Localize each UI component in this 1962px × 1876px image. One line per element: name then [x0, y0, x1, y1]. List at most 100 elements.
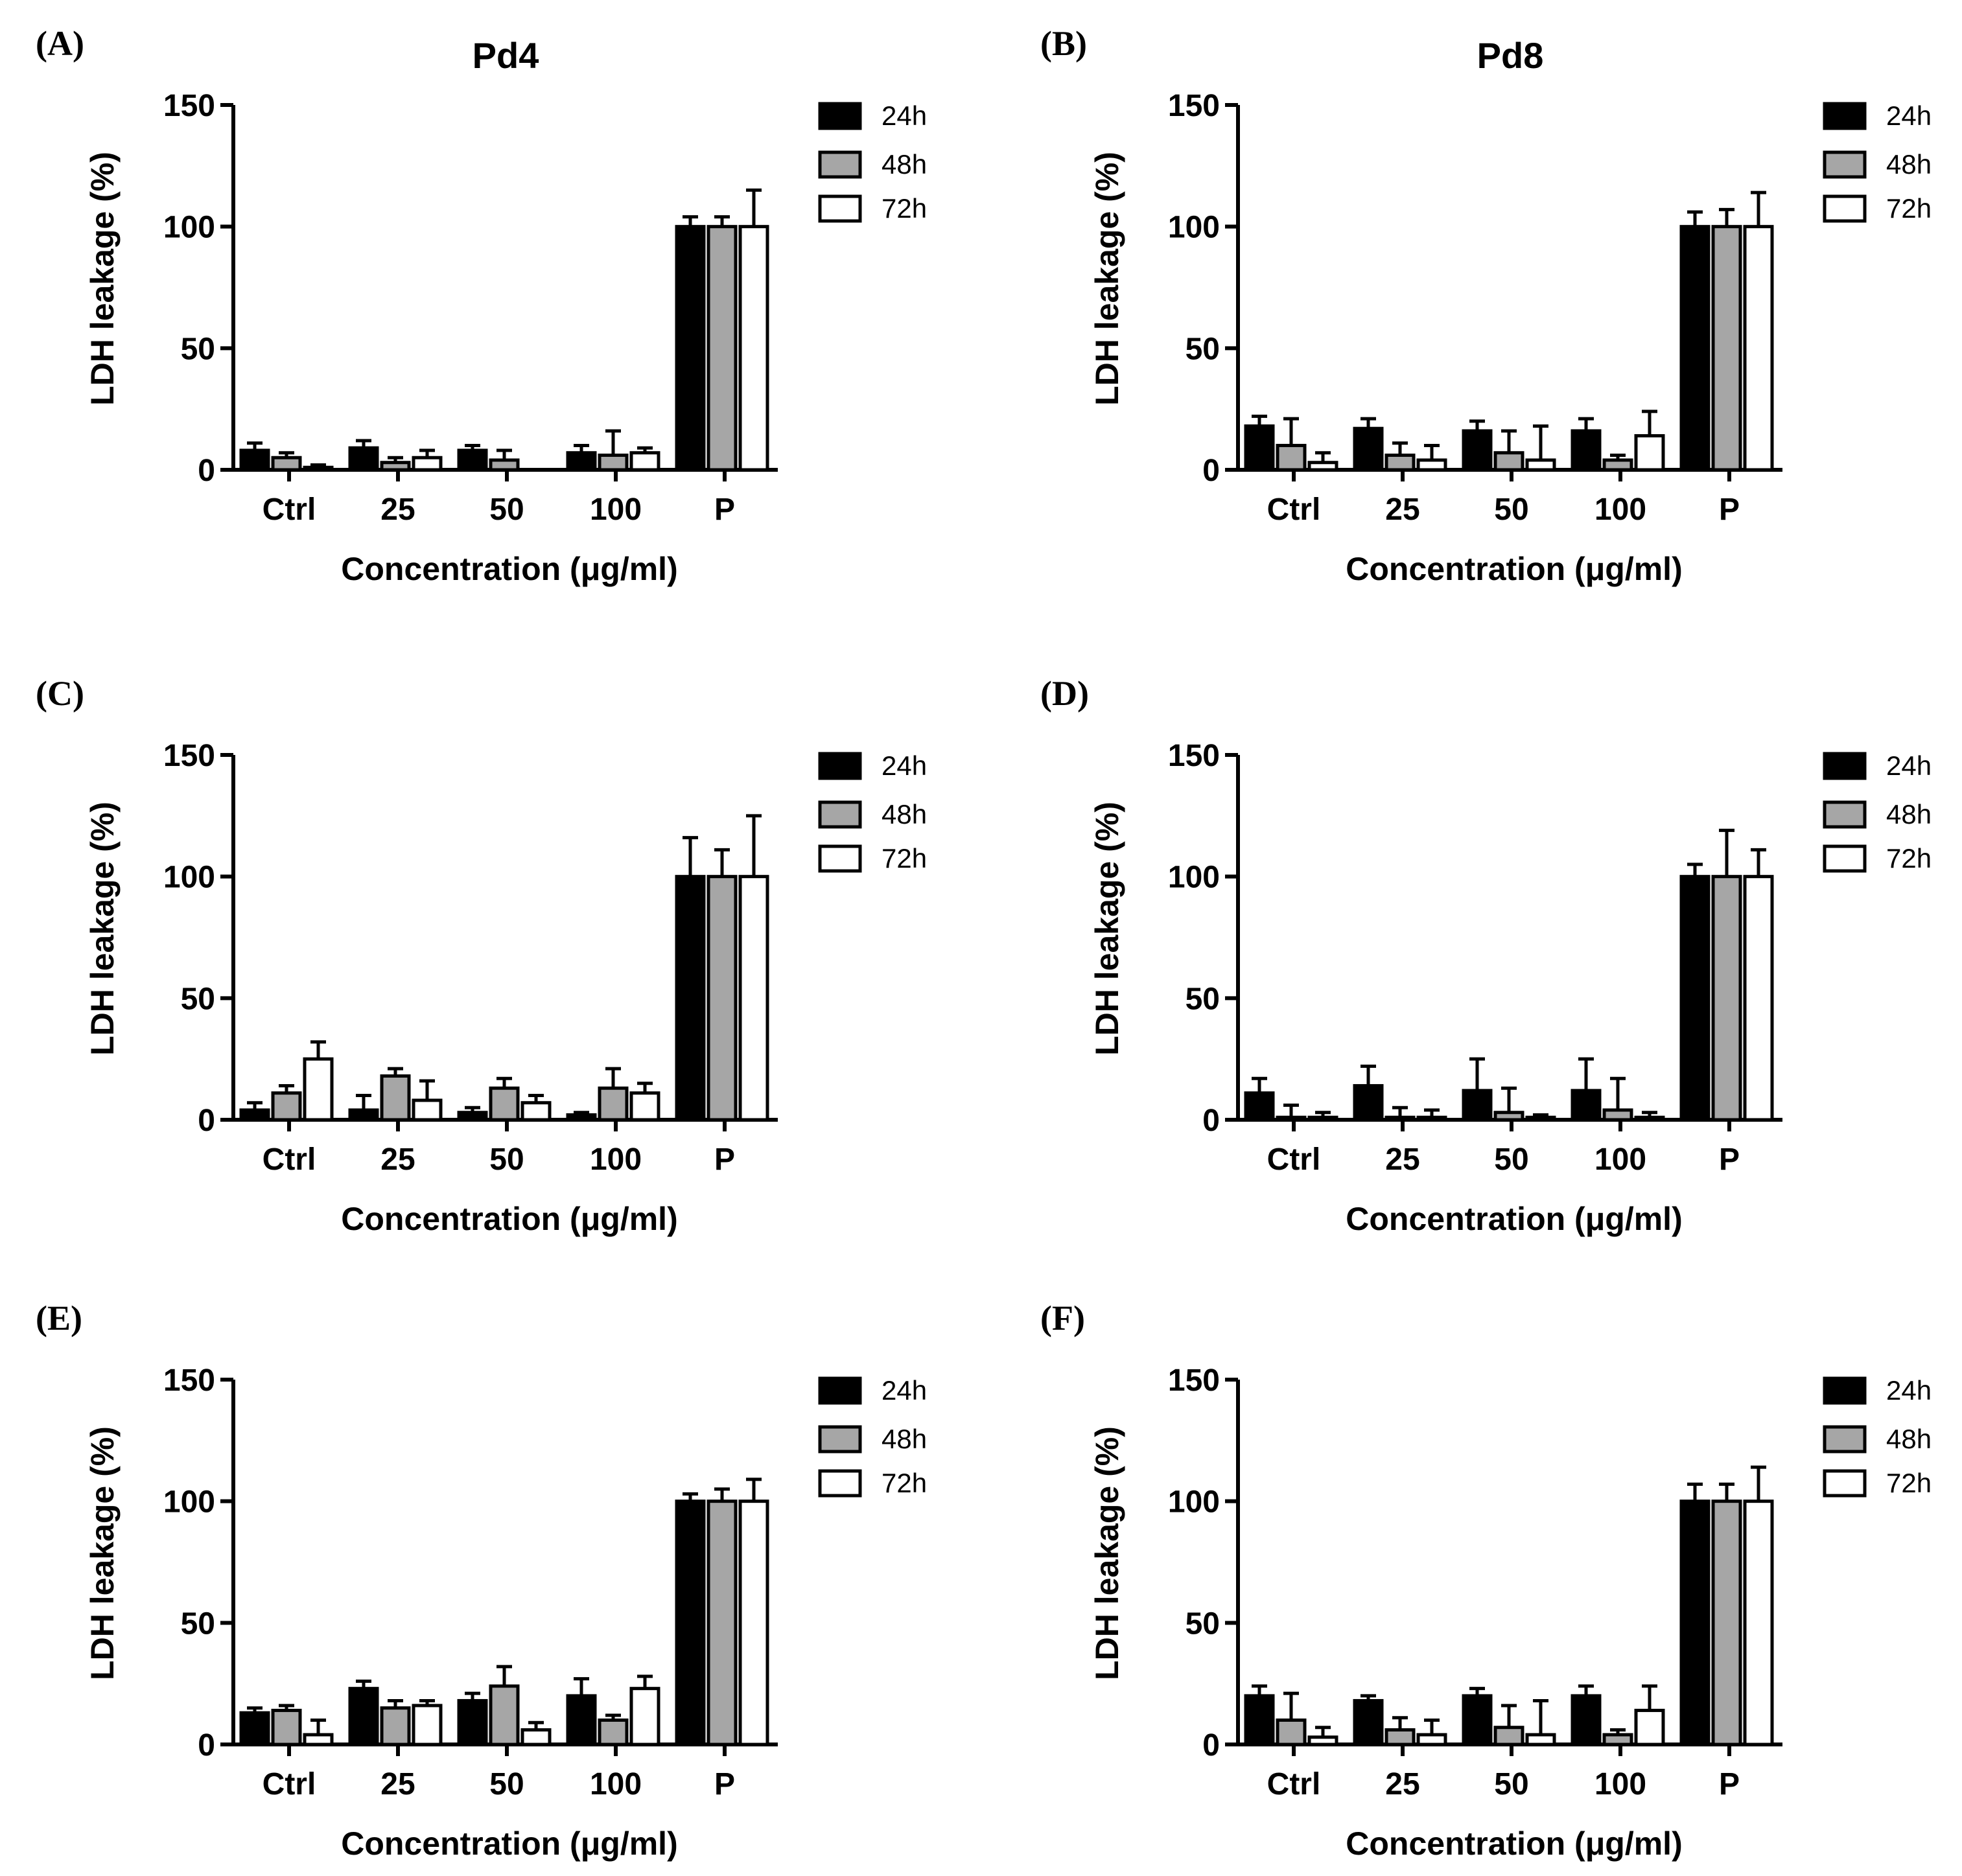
y-tick-label: 50	[1185, 1606, 1220, 1641]
legend: 24h 48h 72h	[1823, 100, 1932, 224]
bar-48h	[1384, 1115, 1416, 1122]
x-tick-label: 50	[1494, 1142, 1528, 1177]
bar-72h	[303, 465, 334, 472]
legend-swatch-0	[818, 102, 862, 130]
bar-48h	[1276, 1115, 1307, 1122]
bar-24h	[1679, 225, 1711, 472]
legend: 24h 48h 72h	[818, 750, 927, 874]
y-tick-label: 0	[198, 1728, 215, 1763]
bar-48h	[707, 225, 738, 472]
bar-72h	[1743, 875, 1774, 1122]
bar-72h	[303, 1733, 334, 1746]
x-axis-label: Concentration (μg/ml)	[1346, 1201, 1682, 1237]
bar-24h	[1462, 429, 1493, 472]
panel-label: (E)	[36, 1299, 82, 1338]
y-tick-label: 100	[163, 861, 215, 895]
bar-24h	[457, 448, 488, 472]
x-tick-label: P	[714, 1142, 735, 1177]
y-tick-label: 50	[181, 1606, 215, 1641]
panel-a: (A) Pd4 0 50 100 150 Ctrl 25 50 100 P LDH leakage (…	[36, 24, 927, 587]
bar-72h	[1743, 225, 1774, 472]
bar-24h	[457, 1111, 488, 1122]
bar-48h	[1602, 1108, 1633, 1122]
bar-24h	[566, 1113, 597, 1122]
legend-swatch-1	[818, 1425, 862, 1453]
bar-72h	[738, 875, 769, 1122]
x-tick-label: P	[714, 492, 735, 527]
bar-24h	[1571, 1089, 1602, 1122]
y-axis-label: LDH leakage (%)	[1089, 1426, 1125, 1680]
bar-24h	[239, 448, 270, 472]
bar-72h	[412, 456, 443, 472]
bar-72h	[1307, 461, 1338, 472]
bar-72h	[520, 1728, 552, 1746]
bar-72h	[1525, 1733, 1556, 1746]
x-tick-label: Ctrl	[263, 1767, 316, 1801]
bar-48h	[1384, 1728, 1416, 1746]
y-tick-label: 50	[181, 982, 215, 1016]
bar-24h	[239, 1711, 270, 1746]
bar-72h	[1634, 1708, 1665, 1746]
bar-24h	[1462, 1694, 1493, 1746]
y-tick-label: 50	[1185, 332, 1220, 366]
bar-48h	[707, 875, 738, 1122]
x-axis-label: Concentration (μg/ml)	[1346, 551, 1682, 587]
x-tick-label: 100	[1594, 1142, 1646, 1177]
legend-label: 48h	[882, 149, 927, 179]
legend-swatch-0	[818, 1376, 862, 1405]
legend-label: 24h	[1886, 1375, 1932, 1406]
bar-24h	[1462, 1089, 1493, 1122]
panel-label: (B)	[1040, 24, 1087, 63]
bar-72h	[738, 225, 769, 472]
x-tick-label: P	[714, 1767, 735, 1801]
x-tick-label: P	[1719, 492, 1740, 527]
bar-24h	[1244, 1091, 1275, 1122]
legend-swatch-0	[1823, 1376, 1867, 1405]
bar-24h	[566, 1694, 597, 1746]
bar-72h	[738, 1500, 769, 1746]
bar-24h	[1244, 424, 1275, 472]
x-tick-label: 50	[489, 492, 524, 527]
x-tick-label: 25	[380, 1767, 415, 1801]
bar-72h	[1307, 1735, 1338, 1746]
y-tick-label: 100	[1168, 211, 1220, 245]
y-tick-label: 100	[163, 211, 215, 245]
y-tick-label: 50	[181, 332, 215, 366]
bar-24h	[1353, 1083, 1384, 1122]
y-axis-label: LDH leakage (%)	[1089, 152, 1125, 406]
bar-48h	[380, 1706, 411, 1746]
legend-swatch-2	[818, 1469, 862, 1498]
bar-48h	[380, 461, 411, 472]
legend-label: 48h	[882, 799, 927, 829]
panel-d: (D) 0 50 100 150 Ctrl 25 50 100 P LDH leakage (%) C…	[1040, 674, 1932, 1237]
bar-48h	[1711, 225, 1742, 472]
bar-48h	[489, 1086, 520, 1122]
y-tick-label: 0	[1202, 1728, 1220, 1763]
bar-72h	[1634, 1115, 1665, 1122]
x-tick-label: Ctrl	[1267, 1767, 1321, 1801]
panel-c: (C) 0 50 100 150 Ctrl 25 50 100 P LDH leakage (%) C…	[36, 674, 927, 1237]
bar-24h	[1571, 429, 1602, 472]
legend: 24h 48h 72h	[818, 100, 927, 224]
legend-swatch-2	[1823, 194, 1867, 223]
y-tick-label: 0	[198, 1104, 215, 1138]
bar-72h	[520, 1101, 552, 1122]
bar-48h	[598, 1718, 629, 1746]
legend-label: 48h	[1886, 1424, 1932, 1454]
x-axis-label: Concentration (μg/ml)	[1346, 1825, 1682, 1862]
x-tick-label: 25	[1385, 1767, 1419, 1801]
x-tick-label: 50	[489, 1142, 524, 1177]
bar-24h	[1679, 1500, 1711, 1746]
legend-label: 72h	[882, 193, 927, 224]
x-tick-label: Ctrl	[263, 492, 316, 527]
panel-title: Pd8	[1477, 35, 1544, 76]
y-axis-label: LDH leakage (%)	[84, 1426, 121, 1680]
panel-label: (C)	[36, 674, 84, 713]
y-axis-label: LDH leakage (%)	[1089, 802, 1125, 1056]
y-tick-label: 100	[1168, 861, 1220, 895]
x-tick-label: P	[1719, 1767, 1740, 1801]
bar-48h	[707, 1500, 738, 1746]
legend-label: 72h	[1886, 193, 1932, 224]
bar-72h	[1416, 458, 1447, 472]
x-tick-label: 100	[1594, 492, 1646, 527]
